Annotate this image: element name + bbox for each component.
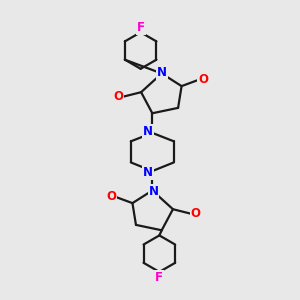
Text: N: N (143, 167, 153, 179)
Text: O: O (106, 190, 116, 203)
Text: O: O (113, 90, 123, 104)
Text: N: N (148, 185, 158, 198)
Text: N: N (157, 66, 167, 79)
Text: O: O (198, 73, 208, 86)
Text: F: F (155, 271, 164, 284)
Text: O: O (191, 207, 201, 220)
Text: F: F (136, 21, 145, 34)
Text: N: N (143, 124, 153, 137)
